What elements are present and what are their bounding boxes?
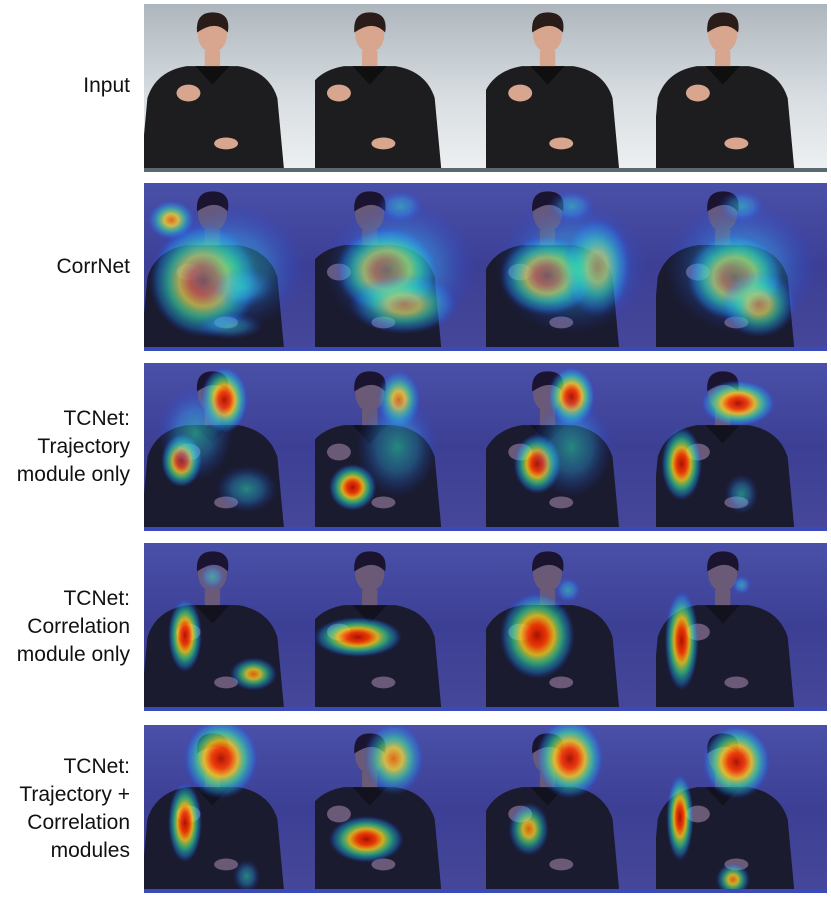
- heatmap-frame-3: [486, 363, 657, 531]
- heatmap-frame-4: [656, 725, 827, 893]
- row-label-input: Input: [0, 72, 130, 100]
- figure-row-corrnet: CorrNet: [0, 183, 831, 351]
- row-label-line: modules: [50, 839, 130, 862]
- figure-row-corr: TCNet: Correlation module only: [0, 543, 831, 711]
- row-label-line: Trajectory: [37, 435, 130, 458]
- heatmap-frame-1: [144, 543, 315, 711]
- heatmap-frame-2: [315, 725, 486, 893]
- heatmap-frame-4: [656, 543, 827, 711]
- row-label-line: Input: [83, 74, 130, 97]
- row-label-traj: TCNet: Trajectory module only: [0, 405, 130, 489]
- row-label-line: TCNet:: [63, 755, 130, 778]
- heatmap-frame-3: [486, 183, 657, 351]
- figure-row-both: TCNet: Trajectory + Correlation modules: [0, 725, 831, 893]
- heatmap-frame-4: [656, 363, 827, 531]
- heatmap-frame-1: [144, 725, 315, 893]
- row-label-line: Correlation: [27, 811, 130, 834]
- figure-row-traj: TCNet: Trajectory module only: [0, 363, 831, 531]
- row-label-line: Correlation: [27, 615, 130, 638]
- row-label-line: TCNet:: [63, 587, 130, 610]
- heatmap-frame-1: [144, 183, 315, 351]
- row-label-corrnet: CorrNet: [0, 253, 130, 281]
- input-frame-4: [656, 4, 827, 172]
- heatmap-frame-3: [486, 543, 657, 711]
- heatmap-frame-4: [656, 183, 827, 351]
- row-label-line: module only: [16, 463, 130, 486]
- row-label-line: Trajectory +: [19, 783, 130, 806]
- row-label-line: TCNet:: [63, 407, 130, 430]
- row-label-line: CorrNet: [56, 255, 130, 278]
- heatmap-frame-1: [144, 363, 315, 531]
- figure-row-input: Input: [0, 4, 831, 172]
- row-label-line: module only: [16, 643, 130, 666]
- heatmap-frame-2: [315, 363, 486, 531]
- heatmap-frame-2: [315, 183, 486, 351]
- heatmap-frame-3: [486, 725, 657, 893]
- heatmap-frame-2: [315, 543, 486, 711]
- input-frame-1: [144, 4, 315, 172]
- row-label-corr: TCNet: Correlation module only: [0, 585, 130, 669]
- input-frame-3: [486, 4, 657, 172]
- input-frame-2: [315, 4, 486, 172]
- row-label-both: TCNet: Trajectory + Correlation modules: [0, 753, 130, 865]
